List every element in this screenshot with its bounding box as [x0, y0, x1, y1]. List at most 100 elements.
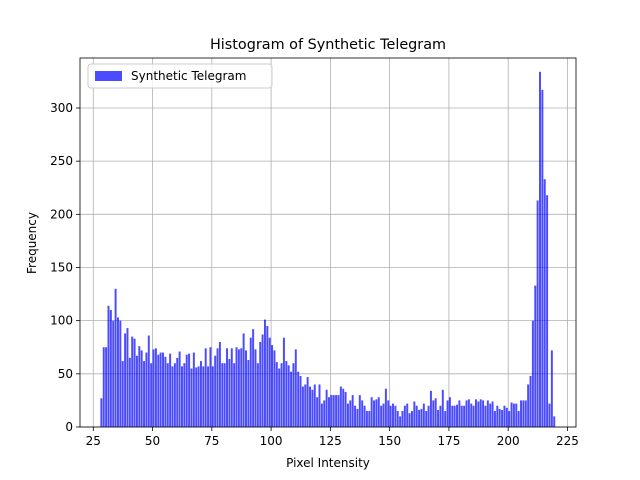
- bar: [553, 416, 556, 427]
- x-tick-label: 25: [86, 434, 101, 448]
- bar: [112, 320, 115, 427]
- x-tick-label: 225: [556, 434, 579, 448]
- bar: [515, 403, 518, 427]
- bar: [268, 337, 271, 427]
- bar: [152, 349, 155, 427]
- bar: [218, 341, 221, 427]
- bar: [524, 400, 527, 427]
- bar: [512, 403, 515, 427]
- bar: [247, 360, 250, 427]
- bar: [323, 400, 326, 427]
- bar: [297, 371, 300, 427]
- bar: [188, 353, 191, 427]
- bar: [166, 363, 169, 427]
- bar: [453, 405, 456, 427]
- bar: [311, 389, 314, 427]
- bar: [550, 350, 553, 427]
- bar: [444, 411, 447, 427]
- bar: [401, 411, 404, 427]
- bar: [396, 411, 399, 427]
- bar: [316, 397, 319, 427]
- bar: [434, 398, 437, 427]
- bar: [126, 328, 129, 427]
- x-axis-label: Pixel Intensity: [286, 456, 370, 470]
- bar: [197, 366, 200, 427]
- bar: [368, 411, 371, 427]
- bar: [259, 341, 262, 427]
- bar: [159, 352, 162, 427]
- bar: [105, 347, 108, 427]
- bar: [477, 401, 480, 427]
- bar: [463, 405, 466, 427]
- bar: [233, 363, 236, 427]
- bar: [325, 389, 328, 427]
- bar: [157, 354, 160, 427]
- x-tick-label: 100: [260, 434, 283, 448]
- bar: [131, 336, 134, 427]
- bar: [332, 395, 335, 427]
- bar: [541, 89, 544, 428]
- bar: [138, 346, 141, 427]
- bar: [472, 405, 475, 427]
- bar: [119, 320, 122, 427]
- bar: [114, 288, 117, 427]
- bar: [363, 405, 366, 427]
- bar: [441, 389, 444, 427]
- bar: [439, 405, 442, 427]
- bar: [254, 349, 257, 427]
- bar: [173, 363, 176, 427]
- x-tick-label: 175: [437, 434, 460, 448]
- bar: [294, 349, 297, 427]
- bar: [261, 334, 264, 427]
- bar: [489, 403, 492, 427]
- bar: [202, 366, 205, 427]
- bar: [121, 361, 124, 427]
- bar: [280, 363, 283, 427]
- bar: [140, 350, 143, 427]
- bar: [337, 395, 340, 427]
- bar: [394, 405, 397, 427]
- bar: [199, 361, 202, 427]
- bar: [207, 366, 210, 427]
- legend-swatch: [95, 71, 122, 81]
- bar: [154, 348, 157, 427]
- bar: [185, 354, 188, 427]
- bar: [240, 348, 243, 427]
- bar: [510, 402, 513, 427]
- bar: [335, 395, 338, 427]
- bar: [448, 397, 451, 427]
- legend-box: [87, 63, 273, 89]
- bar: [271, 345, 274, 427]
- bar: [344, 391, 347, 427]
- bar: [384, 388, 387, 427]
- bar: [427, 405, 430, 427]
- bar: [486, 400, 489, 427]
- bar: [306, 377, 309, 427]
- bar: [171, 366, 174, 427]
- bar: [361, 400, 364, 427]
- bar: [169, 353, 172, 427]
- bar: [109, 310, 112, 427]
- y-tick-label: 300: [50, 101, 73, 115]
- bar: [520, 400, 523, 427]
- bar: [313, 384, 316, 427]
- bar: [266, 325, 269, 427]
- bar: [546, 195, 549, 427]
- bar: [299, 375, 302, 427]
- bar: [418, 409, 421, 427]
- bar: [249, 337, 252, 427]
- bar: [290, 371, 293, 427]
- bar: [482, 400, 485, 427]
- y-axis-label: Frequency: [25, 212, 39, 274]
- bar: [273, 350, 276, 427]
- bar: [415, 405, 418, 427]
- bar: [304, 384, 307, 427]
- bar: [116, 317, 119, 427]
- bar: [176, 357, 179, 427]
- bar: [223, 363, 226, 427]
- bar: [164, 356, 167, 427]
- bar: [342, 388, 345, 427]
- bar: [190, 368, 193, 427]
- bar: [377, 397, 380, 427]
